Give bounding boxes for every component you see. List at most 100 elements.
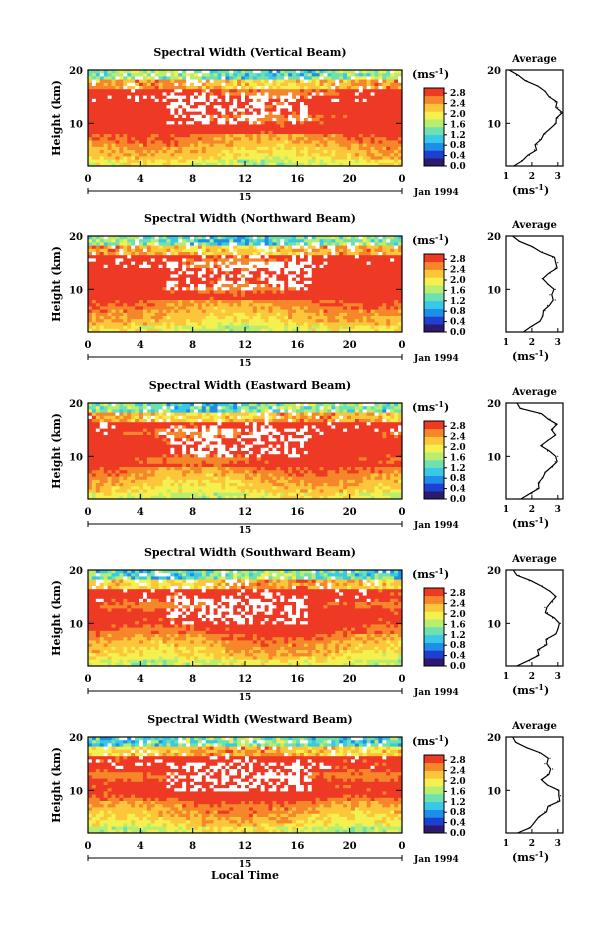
heatmap-cell <box>366 306 372 310</box>
heatmap-cell <box>390 236 395 240</box>
heatmap-cell <box>256 287 262 291</box>
heatmap-cell <box>91 114 97 119</box>
heatmap-cell <box>190 274 195 278</box>
heatmap-cell <box>245 121 250 125</box>
heatmap-cell <box>284 239 289 243</box>
heatmap-cell <box>241 309 246 314</box>
heatmap-cell <box>221 239 226 243</box>
heatmap-cell <box>362 268 368 272</box>
heatmap-cell <box>158 89 163 93</box>
heatmap-cell <box>139 239 144 243</box>
heatmap-cell <box>123 118 128 122</box>
heatmap-cell <box>390 118 395 122</box>
heatmap-cell <box>307 284 313 288</box>
heatmap-cell <box>91 236 97 240</box>
heatmap-cell <box>366 239 372 243</box>
heatmap-cell <box>272 245 277 250</box>
heatmap-cell <box>139 159 144 164</box>
heatmap-cell <box>123 312 128 317</box>
heatmap-cell <box>339 76 344 80</box>
heatmap-cell <box>335 248 340 253</box>
heatmap-cell <box>256 156 262 160</box>
heatmap-cell <box>166 76 171 80</box>
heatmap-cell <box>303 312 309 317</box>
heatmap-cell <box>307 245 313 250</box>
heatmap-cell <box>111 261 116 266</box>
heatmap-cell <box>299 306 305 310</box>
heatmap-cell <box>127 277 132 282</box>
heatmap-cell <box>88 245 93 250</box>
heatmap-cell <box>178 312 183 317</box>
heatmap-cell <box>182 271 187 275</box>
heatmap-cell <box>374 114 379 119</box>
heatmap-cell <box>233 105 238 109</box>
heatmap-cell <box>103 153 109 157</box>
heatmap-cell <box>382 111 387 116</box>
heatmap-cell <box>233 89 238 93</box>
heatmap-cell <box>209 92 215 96</box>
heatmap-cell <box>339 248 344 253</box>
heatmap-cell <box>142 252 148 256</box>
heatmap-cell <box>201 287 207 291</box>
heatmap-cell <box>264 130 269 135</box>
heatmap-cell <box>362 124 368 128</box>
heatmap-cell <box>115 316 120 320</box>
heatmap-cell <box>378 70 383 74</box>
heatmap-cell <box>221 255 226 259</box>
heatmap-cell <box>123 86 128 90</box>
heatmap-cell <box>205 159 211 164</box>
heatmap-cell <box>260 92 266 96</box>
heatmap-cell <box>221 258 226 262</box>
heatmap-cell <box>323 95 328 100</box>
heatmap-cell <box>131 328 136 333</box>
heatmap-cell <box>221 277 226 282</box>
heatmap-cell <box>354 245 360 250</box>
heatmap-cell <box>284 143 289 148</box>
heatmap-cell <box>154 114 160 119</box>
heatmap-cell <box>245 150 250 154</box>
profile-point <box>546 283 549 285</box>
heatmap-cell <box>95 140 101 144</box>
day-label: 15 <box>239 193 252 203</box>
heatmap-cell <box>170 309 175 314</box>
heatmap-cell <box>221 153 226 157</box>
heatmap-cell <box>319 76 324 80</box>
heatmap-cell <box>245 316 250 320</box>
heatmap-cell <box>347 134 352 138</box>
heatmap-cell <box>362 156 368 160</box>
heatmap-cell <box>347 156 352 160</box>
heatmap-cell <box>174 134 179 138</box>
heatmap-cell <box>88 280 93 285</box>
heatmap-cell <box>398 245 403 250</box>
heatmap-cell <box>174 118 179 122</box>
heatmap-cell <box>174 258 179 262</box>
heatmap-cell <box>237 108 242 112</box>
heatmap-cell <box>197 306 203 310</box>
heatmap-cell <box>182 121 187 125</box>
heatmap-cell <box>99 70 105 74</box>
heatmap-cell <box>276 162 281 167</box>
heatmap-cell <box>339 92 344 96</box>
heatmap-cell <box>354 277 360 282</box>
heatmap-cell <box>123 156 128 160</box>
heatmap-cell <box>193 108 199 112</box>
heatmap-cell <box>154 121 160 125</box>
heatmap-cell <box>225 130 230 135</box>
heatmap-cell <box>284 102 289 106</box>
heatmap-cell <box>343 268 348 272</box>
heatmap-cell <box>398 328 403 333</box>
heatmap-cell <box>382 300 387 304</box>
heatmap-cell <box>233 102 238 106</box>
heatmap-cell <box>209 130 215 135</box>
heatmap-cell <box>197 105 203 109</box>
heatmap-cell <box>225 268 230 272</box>
heatmap-cell <box>362 309 368 314</box>
heatmap-cell <box>335 264 340 269</box>
heatmap-cell <box>186 98 191 103</box>
heatmap-cell <box>197 114 203 119</box>
heatmap-cell <box>99 264 105 269</box>
heatmap-cell <box>299 280 305 285</box>
heatmap-cell <box>264 73 269 77</box>
heatmap-cell <box>154 73 160 77</box>
heatmap-cell <box>150 271 156 275</box>
